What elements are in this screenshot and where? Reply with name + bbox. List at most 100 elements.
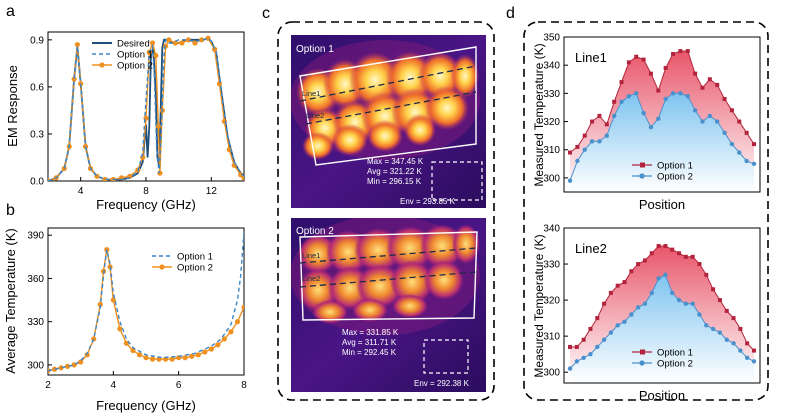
y-tick-label: 390 <box>27 231 44 242</box>
legend-marker <box>99 62 105 68</box>
thermal1-title: Option 1 <box>296 44 334 55</box>
legend-marker <box>639 173 645 179</box>
data-point <box>677 251 682 256</box>
data-point <box>221 336 227 342</box>
legend-label: Option 1 <box>657 161 693 172</box>
data-point <box>710 326 716 332</box>
data-point <box>676 297 682 303</box>
data-point <box>604 122 609 127</box>
data-point <box>724 308 729 313</box>
data-point <box>731 316 736 321</box>
data-point <box>715 119 720 124</box>
chart-a-xlabel: Frequency (GHz) <box>96 197 196 212</box>
x-tick-label: 2 <box>45 380 51 391</box>
series-line-option-2 <box>48 249 244 372</box>
data-point <box>588 326 593 331</box>
data-point <box>678 91 683 96</box>
y-tick-label: 340 <box>543 224 560 235</box>
data-point <box>722 130 727 136</box>
y-tick-label: 0.9 <box>30 35 44 46</box>
data-point <box>738 326 743 331</box>
data-point <box>202 349 208 355</box>
data-point <box>678 49 683 54</box>
legend-label: Option 2 <box>117 61 153 72</box>
data-point <box>208 346 214 352</box>
legend-label: Option 2 <box>657 359 693 370</box>
data-point <box>717 330 723 335</box>
panel-letter-c: c <box>262 5 270 22</box>
data-point <box>697 262 702 267</box>
legend-label: Option 2 <box>657 172 693 183</box>
thermal-hotspot <box>425 86 469 130</box>
data-point <box>636 262 641 267</box>
data-point <box>198 37 205 43</box>
legend-label: Desired <box>117 39 150 50</box>
data-point <box>670 247 675 252</box>
data-point <box>238 172 244 178</box>
x-tick-label: 6 <box>176 380 182 391</box>
panel-c-border <box>277 21 495 401</box>
y-tick-label: 350 <box>543 33 560 44</box>
data-point <box>629 269 634 274</box>
data-point <box>683 301 689 306</box>
panel-d-border <box>523 21 769 401</box>
data-point <box>149 40 156 46</box>
y-tick-label: 0.3 <box>30 129 44 140</box>
y-tick-label: 320 <box>543 117 560 128</box>
thermal2-max: Max = 331.85 K <box>342 328 399 337</box>
thermal-hotspot <box>451 54 479 98</box>
legend-label: Option 1 <box>657 348 693 359</box>
legend-marker <box>640 162 645 168</box>
data-point <box>608 290 613 295</box>
data-point <box>602 301 607 306</box>
y-tick-label: 330 <box>543 260 560 271</box>
data-point <box>707 77 712 82</box>
chart-a-ylabel: EM Response <box>5 65 20 147</box>
data-point <box>642 301 648 306</box>
data-point <box>78 359 84 365</box>
data-point <box>722 97 727 101</box>
thermal1-env-box <box>431 161 483 201</box>
chart-d2-frame <box>563 227 761 384</box>
y-tick-label: 340 <box>543 61 560 72</box>
data-point <box>582 147 587 152</box>
data-point <box>612 99 617 104</box>
data-point <box>731 341 736 346</box>
data-point <box>648 71 653 76</box>
thermal2-line1-label: Line1 <box>302 251 320 260</box>
series-line-option-1 <box>570 245 755 351</box>
data-point <box>700 119 705 124</box>
data-point <box>595 316 600 321</box>
x-tick-label: 8 <box>143 186 149 197</box>
y-tick-label: 330 <box>27 317 44 328</box>
data-point <box>634 91 639 96</box>
data-point <box>212 46 218 52</box>
data-point <box>685 49 690 54</box>
data-point <box>707 113 713 119</box>
data-point <box>153 52 159 59</box>
data-point <box>656 116 661 121</box>
data-point <box>172 40 178 46</box>
data-point <box>228 329 234 335</box>
data-point <box>195 352 201 358</box>
series-line-option-1 <box>48 232 244 372</box>
data-point <box>622 319 627 324</box>
data-point <box>179 40 185 46</box>
data-point <box>110 297 116 303</box>
data-point <box>683 254 688 259</box>
x-tick-label: 12 <box>206 186 218 197</box>
y-tick-label: 0.6 <box>30 82 44 93</box>
thermal-hotspot <box>392 294 428 318</box>
legend-label: Option 2 <box>177 263 213 274</box>
data-point <box>649 251 654 256</box>
chart-d2-xlabel: Position <box>639 388 685 403</box>
thermal-hotspot <box>302 132 334 160</box>
thermal1-roi <box>299 46 477 166</box>
data-point <box>149 356 156 362</box>
data-point <box>143 355 149 361</box>
data-point <box>635 305 641 310</box>
data-point <box>189 353 195 359</box>
x-tick-label: 4 <box>111 380 117 391</box>
data-point <box>737 150 742 155</box>
